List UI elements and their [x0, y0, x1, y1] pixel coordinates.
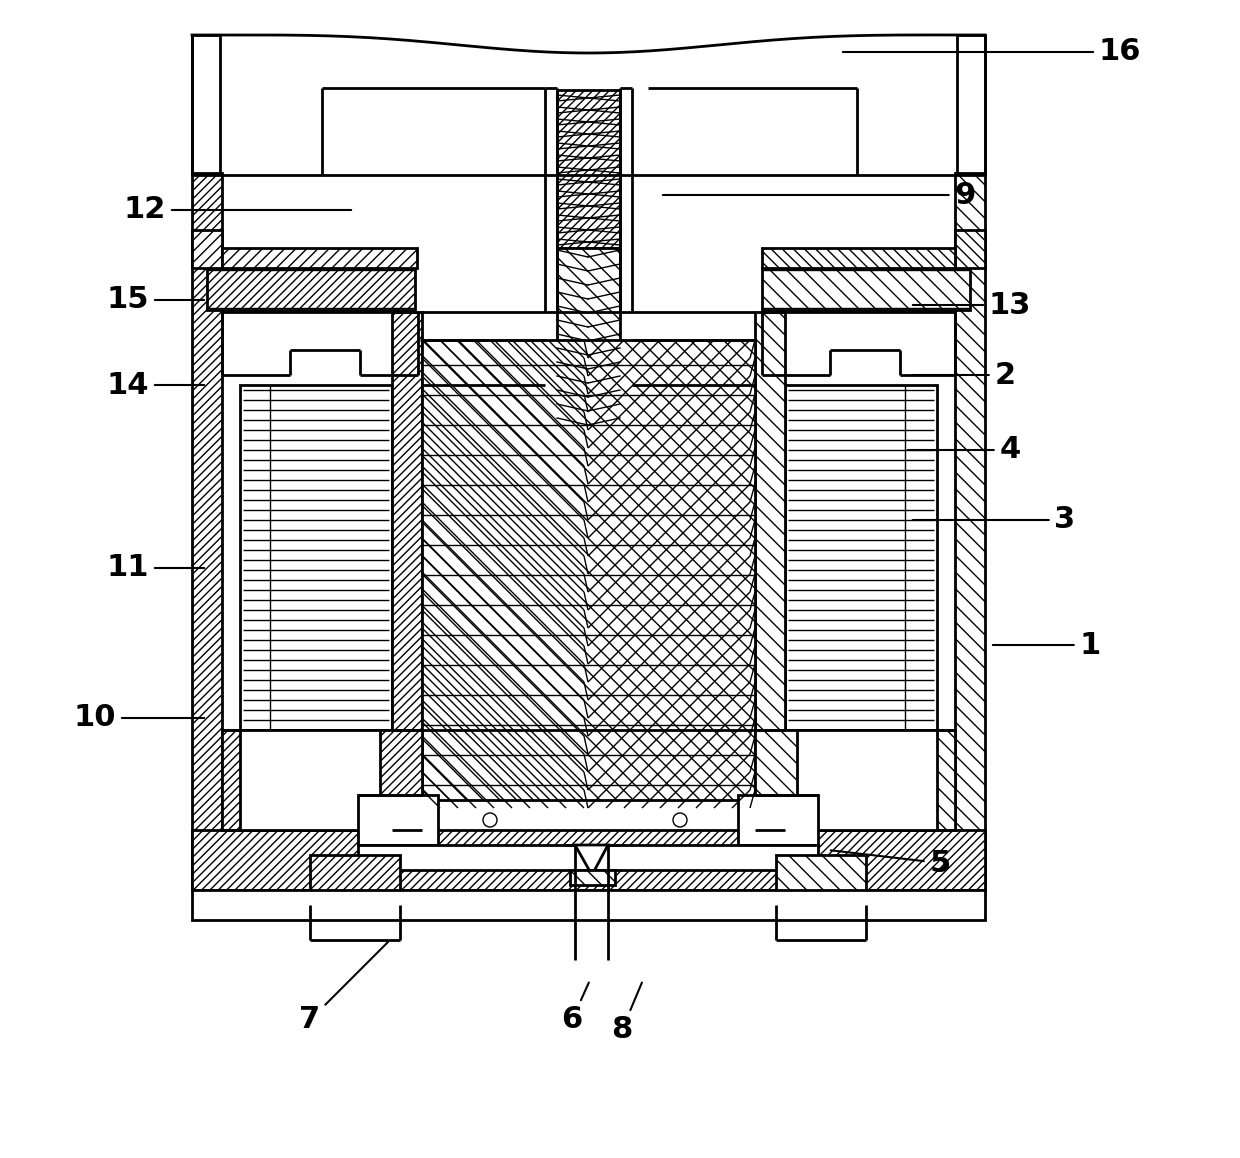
- Text: 9: 9: [663, 181, 976, 210]
- Bar: [957, 35, 985, 175]
- Text: 6: 6: [562, 982, 589, 1034]
- Text: 3: 3: [913, 506, 1075, 535]
- Text: 5: 5: [831, 849, 951, 878]
- Bar: [192, 173, 222, 891]
- Bar: [763, 267, 970, 310]
- Bar: [358, 796, 438, 845]
- Text: 4: 4: [908, 435, 1021, 464]
- Bar: [422, 340, 755, 800]
- Text: 7: 7: [299, 941, 388, 1034]
- Bar: [785, 384, 937, 730]
- Bar: [310, 855, 401, 906]
- Bar: [222, 730, 422, 830]
- Bar: [192, 830, 985, 891]
- Polygon shape: [575, 845, 608, 875]
- Bar: [755, 312, 785, 831]
- Bar: [557, 90, 620, 248]
- Text: 2: 2: [913, 360, 1016, 389]
- Text: 12: 12: [124, 196, 351, 225]
- Bar: [192, 230, 222, 267]
- Text: 10: 10: [73, 704, 205, 733]
- Text: 14: 14: [107, 371, 205, 400]
- Bar: [392, 312, 422, 831]
- Text: 16: 16: [843, 37, 1141, 66]
- Bar: [570, 870, 615, 885]
- Text: 8: 8: [611, 982, 642, 1045]
- Bar: [241, 384, 392, 730]
- Bar: [192, 35, 219, 175]
- Bar: [192, 891, 985, 919]
- Bar: [222, 248, 417, 267]
- Bar: [738, 796, 818, 845]
- Text: 1: 1: [993, 630, 1101, 660]
- Bar: [763, 248, 955, 267]
- Text: 15: 15: [107, 286, 205, 315]
- Bar: [755, 730, 955, 830]
- Bar: [557, 248, 620, 430]
- Bar: [207, 267, 415, 310]
- Bar: [241, 730, 379, 830]
- Bar: [797, 730, 937, 830]
- Bar: [955, 173, 985, 891]
- Text: 13: 13: [913, 291, 1032, 320]
- Bar: [358, 845, 818, 870]
- Bar: [776, 855, 866, 906]
- Text: 11: 11: [107, 554, 205, 582]
- Bar: [955, 230, 985, 267]
